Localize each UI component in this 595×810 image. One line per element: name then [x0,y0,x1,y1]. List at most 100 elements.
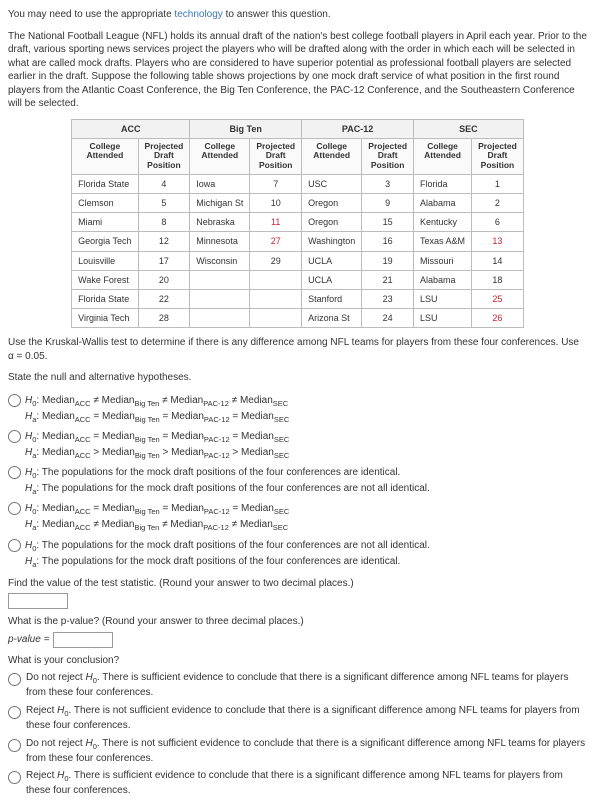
position-cell: 20 [138,270,190,289]
pvalue-label: p-value = [8,633,49,647]
position-cell: 23 [362,289,414,308]
college-cell [190,289,250,308]
sub-header: ProjectedDraftPosition [362,138,414,174]
test-statistic-input[interactable] [8,593,68,609]
group-header: SEC [414,119,524,138]
conclusion-option: Do not reject H0. There is not sufficien… [8,737,587,766]
hypothesis-radio[interactable] [8,430,21,443]
conclusion-option: Do not reject H0. There is sufficient ev… [8,671,587,700]
college-cell: Clemson [72,194,138,213]
college-cell: Missouri [414,251,472,270]
college-cell: Kentucky [414,213,472,232]
conclusion-radio[interactable] [8,673,21,686]
draft-table: ACCBig TenPAC-12SEC CollegeAttendedProje… [71,119,524,329]
sub-header: ProjectedDraftPosition [138,138,190,174]
position-cell [250,289,302,308]
position-cell: 12 [138,232,190,251]
conclusion-radio[interactable] [8,739,21,752]
position-cell: 22 [138,289,190,308]
college-cell: UCLA [302,251,362,270]
group-header-row: ACCBig TenPAC-12SEC [72,119,524,138]
college-cell: Wake Forest [72,270,138,289]
hypothesis-radio[interactable] [8,539,21,552]
position-cell: 18 [472,270,524,289]
ha-line: Ha: MedianACC ≠ MedianBig Ten ≠ MedianPA… [25,518,587,533]
intro-post: to answer this question. [223,9,331,20]
position-cell: 7 [250,174,302,193]
position-cell: 13 [472,232,524,251]
hypothesis-radio[interactable] [8,502,21,515]
ha-line: Ha: The populations for the mock draft p… [25,482,587,497]
table-row: Clemson5Michigan St10Oregon9Alabama2 [72,194,524,213]
kw-prompt: Use the Kruskal-Wallis test to determine… [8,336,587,363]
position-cell: 28 [138,308,190,327]
position-cell: 15 [362,213,414,232]
conclusion-question: What is your conclusion? [8,654,587,668]
position-cell: 26 [472,308,524,327]
position-cell: 5 [138,194,190,213]
conclusion-text: Do not reject H0. There is not sufficien… [26,737,587,766]
position-cell: 10 [250,194,302,213]
college-cell: USC [302,174,362,193]
position-cell: 24 [362,308,414,327]
college-cell: Michigan St [190,194,250,213]
group-header: ACC [72,119,190,138]
group-header: Big Ten [190,119,302,138]
college-cell [190,270,250,289]
college-cell: LSU [414,308,472,327]
position-cell: 29 [250,251,302,270]
h0-line: H0: MedianACC = MedianBig Ten = MedianPA… [25,502,587,517]
technology-link[interactable]: technology [174,9,222,20]
college-cell: Alabama [414,270,472,289]
college-cell: Iowa [190,174,250,193]
group-header: PAC-12 [302,119,414,138]
college-cell: Florida State [72,289,138,308]
hypothesis-option: H0: The populations for the mock draft p… [8,538,587,571]
college-cell: Nebraska [190,213,250,232]
college-cell: Minnesota [190,232,250,251]
pvalue-input[interactable] [53,632,113,648]
conclusion-option: Reject H0. There is sufficient evidence … [8,769,587,798]
position-cell: 6 [472,213,524,232]
college-cell: Texas A&M [414,232,472,251]
position-cell [250,270,302,289]
table-row: Wake Forest20UCLA21Alabama18 [72,270,524,289]
position-cell: 11 [250,213,302,232]
position-cell [250,308,302,327]
position-cell: 25 [472,289,524,308]
sub-header: CollegeAttended [72,138,138,174]
college-cell: Oregon [302,194,362,213]
hypothesis-radio[interactable] [8,466,21,479]
table-row: Virginia Tech28Arizona St24LSU26 [72,308,524,327]
position-cell: 14 [472,251,524,270]
position-cell: 16 [362,232,414,251]
table-row: Florida State4Iowa7USC3Florida1 [72,174,524,193]
college-cell: Florida [414,174,472,193]
position-cell: 19 [362,251,414,270]
ha-line: Ha: MedianACC > MedianBig Ten > MedianPA… [25,446,587,461]
college-cell: LSU [414,289,472,308]
position-cell: 2 [472,194,524,213]
conclusion-text: Do not reject H0. There is sufficient ev… [26,671,587,700]
conclusion-option: Reject H0. There is not sufficient evide… [8,704,587,733]
position-cell: 3 [362,174,414,193]
hypothesis-option: H0: MedianACC ≠ MedianBig Ten ≠ MedianPA… [8,393,587,426]
sub-header: ProjectedDraftPosition [472,138,524,174]
conclusion-radio[interactable] [8,706,21,719]
college-cell: Louisville [72,251,138,270]
college-cell: Oregon [302,213,362,232]
find-stat-prompt: Find the value of the test statistic. (R… [8,577,587,591]
college-cell: Arizona St [302,308,362,327]
position-cell: 1 [472,174,524,193]
table-row: Miami8Nebraska11Oregon15Kentucky6 [72,213,524,232]
hypothesis-radio[interactable] [8,394,21,407]
sub-header: ProjectedDraftPosition [250,138,302,174]
table-row: Florida State22Stanford23LSU25 [72,289,524,308]
college-cell: UCLA [302,270,362,289]
conclusion-radio[interactable] [8,771,21,784]
table-row: Louisville17Wisconsin29UCLA19Missouri14 [72,251,524,270]
conclusion-text: Reject H0. There is not sufficient evide… [26,704,587,733]
h0-line: H0: MedianACC = MedianBig Ten = MedianPA… [25,430,587,445]
college-cell: Alabama [414,194,472,213]
intro-line1: You may need to use the appropriate tech… [8,8,587,22]
